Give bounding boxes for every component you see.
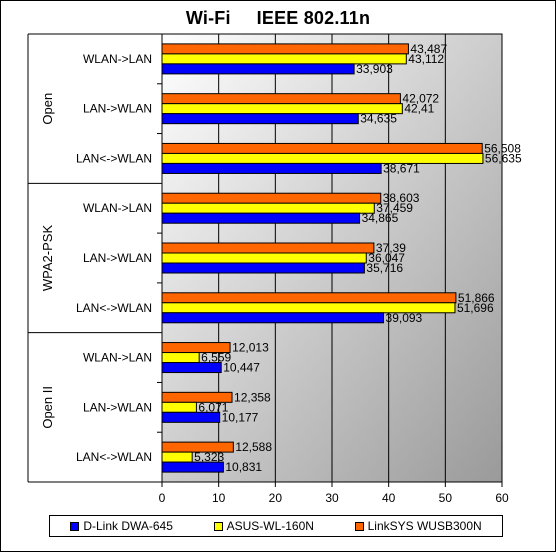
data-label: 12,013 [232,341,269,355]
category-label: LAN->WLAN [83,102,152,116]
category-label: LAN->WLAN [83,251,152,265]
legend-label-asus: ASUS-WL-160N [226,519,314,533]
data-label: 33,903 [356,62,393,76]
group-label: Open [40,93,55,125]
category-label: LAN<->WLAN [76,450,152,464]
data-label: 12,588 [235,440,272,454]
group-label: Open II [40,386,55,429]
data-label: 42,41 [404,102,434,116]
category-label: LAN<->WLAN [76,151,152,165]
x-tick-label: 0 [159,491,166,505]
data-label: 36,047 [368,251,405,265]
bar [161,113,359,125]
legend-swatch-dlink [70,521,80,531]
data-label: 42,072 [402,92,439,106]
category-label: WLAN->LAN [83,201,152,215]
bar [161,312,385,324]
data-label: 10,447 [223,361,260,375]
chart-title-part-1: Wi-Fi [185,8,231,28]
group-label: WPA2-PSK [40,225,55,292]
x-tick-label: 10 [212,491,226,505]
data-label: 6,071 [198,400,228,414]
bar [161,142,483,154]
data-label: 56,508 [484,141,521,155]
data-label: 10,831 [225,460,262,474]
category-label: WLAN->LAN [83,351,152,365]
legend-label-linksys: LinkSYS WUSB300N [367,519,482,533]
bar [161,93,401,105]
data-label: 12,358 [234,390,271,404]
legend-label-dlink: D-Link DWA-645 [83,519,173,533]
data-label: 39,093 [386,311,423,325]
bar [161,262,365,274]
chart-title: Wi-Fi IEEE 802.11n [0,8,556,29]
data-label: 6,559 [201,351,231,365]
data-label: 38,603 [383,191,420,205]
data-label: 51,696 [457,301,494,315]
bar [161,202,375,214]
legend-item-linksys: LinkSYS WUSB300N [354,519,482,533]
data-label: 51,866 [458,291,495,305]
x-tick-label: 40 [382,491,396,505]
bar [161,152,484,164]
data-label: 38,671 [383,161,420,175]
x-tick-label: 50 [439,491,453,505]
axes: 0 10 20 30 40 50 60 Open WLAN->LAN LAN->WLAN LAN<-… [27,33,509,505]
data-label: 34,865 [362,211,399,225]
category-label: LAN->WLAN [83,400,152,414]
bar [161,43,409,55]
bar [161,401,197,413]
data-label: 5,323 [194,450,224,464]
data-label: 37,39 [376,241,406,255]
legend-swatch-asus [213,521,223,531]
bar [161,63,355,75]
legend-item-dlink: D-Link DWA-645 [70,519,173,533]
data-label: 34,635 [360,112,397,126]
data-label: 35,716 [366,261,403,275]
data-label: 56,635 [485,151,522,165]
category-label: WLAN->LAN [83,52,152,66]
category-label: LAN<->WLAN [76,301,152,315]
data-label: 43,487 [410,42,447,56]
x-tick-label: 30 [325,491,339,505]
legend-swatch-linksys [354,521,364,531]
bar [161,162,382,174]
bar [161,451,193,463]
legend-item-asus: ASUS-WL-160N [213,519,314,533]
bar [161,292,457,304]
chart-title-part-2: IEEE 802.11n [256,8,371,28]
bar [161,212,361,224]
data-label: 37,459 [376,201,413,215]
x-tick-label: 20 [269,491,283,505]
data-label: 10,177 [222,410,259,424]
bar [161,242,375,254]
bar [161,252,367,264]
data-label: 43,112 [408,52,444,66]
bar [161,192,382,204]
x-tick-label: 60 [495,491,509,505]
bar [161,352,200,364]
legend: D-Link DWA-645 ASUS-WL-160N LinkSYS WUSB… [49,515,503,537]
